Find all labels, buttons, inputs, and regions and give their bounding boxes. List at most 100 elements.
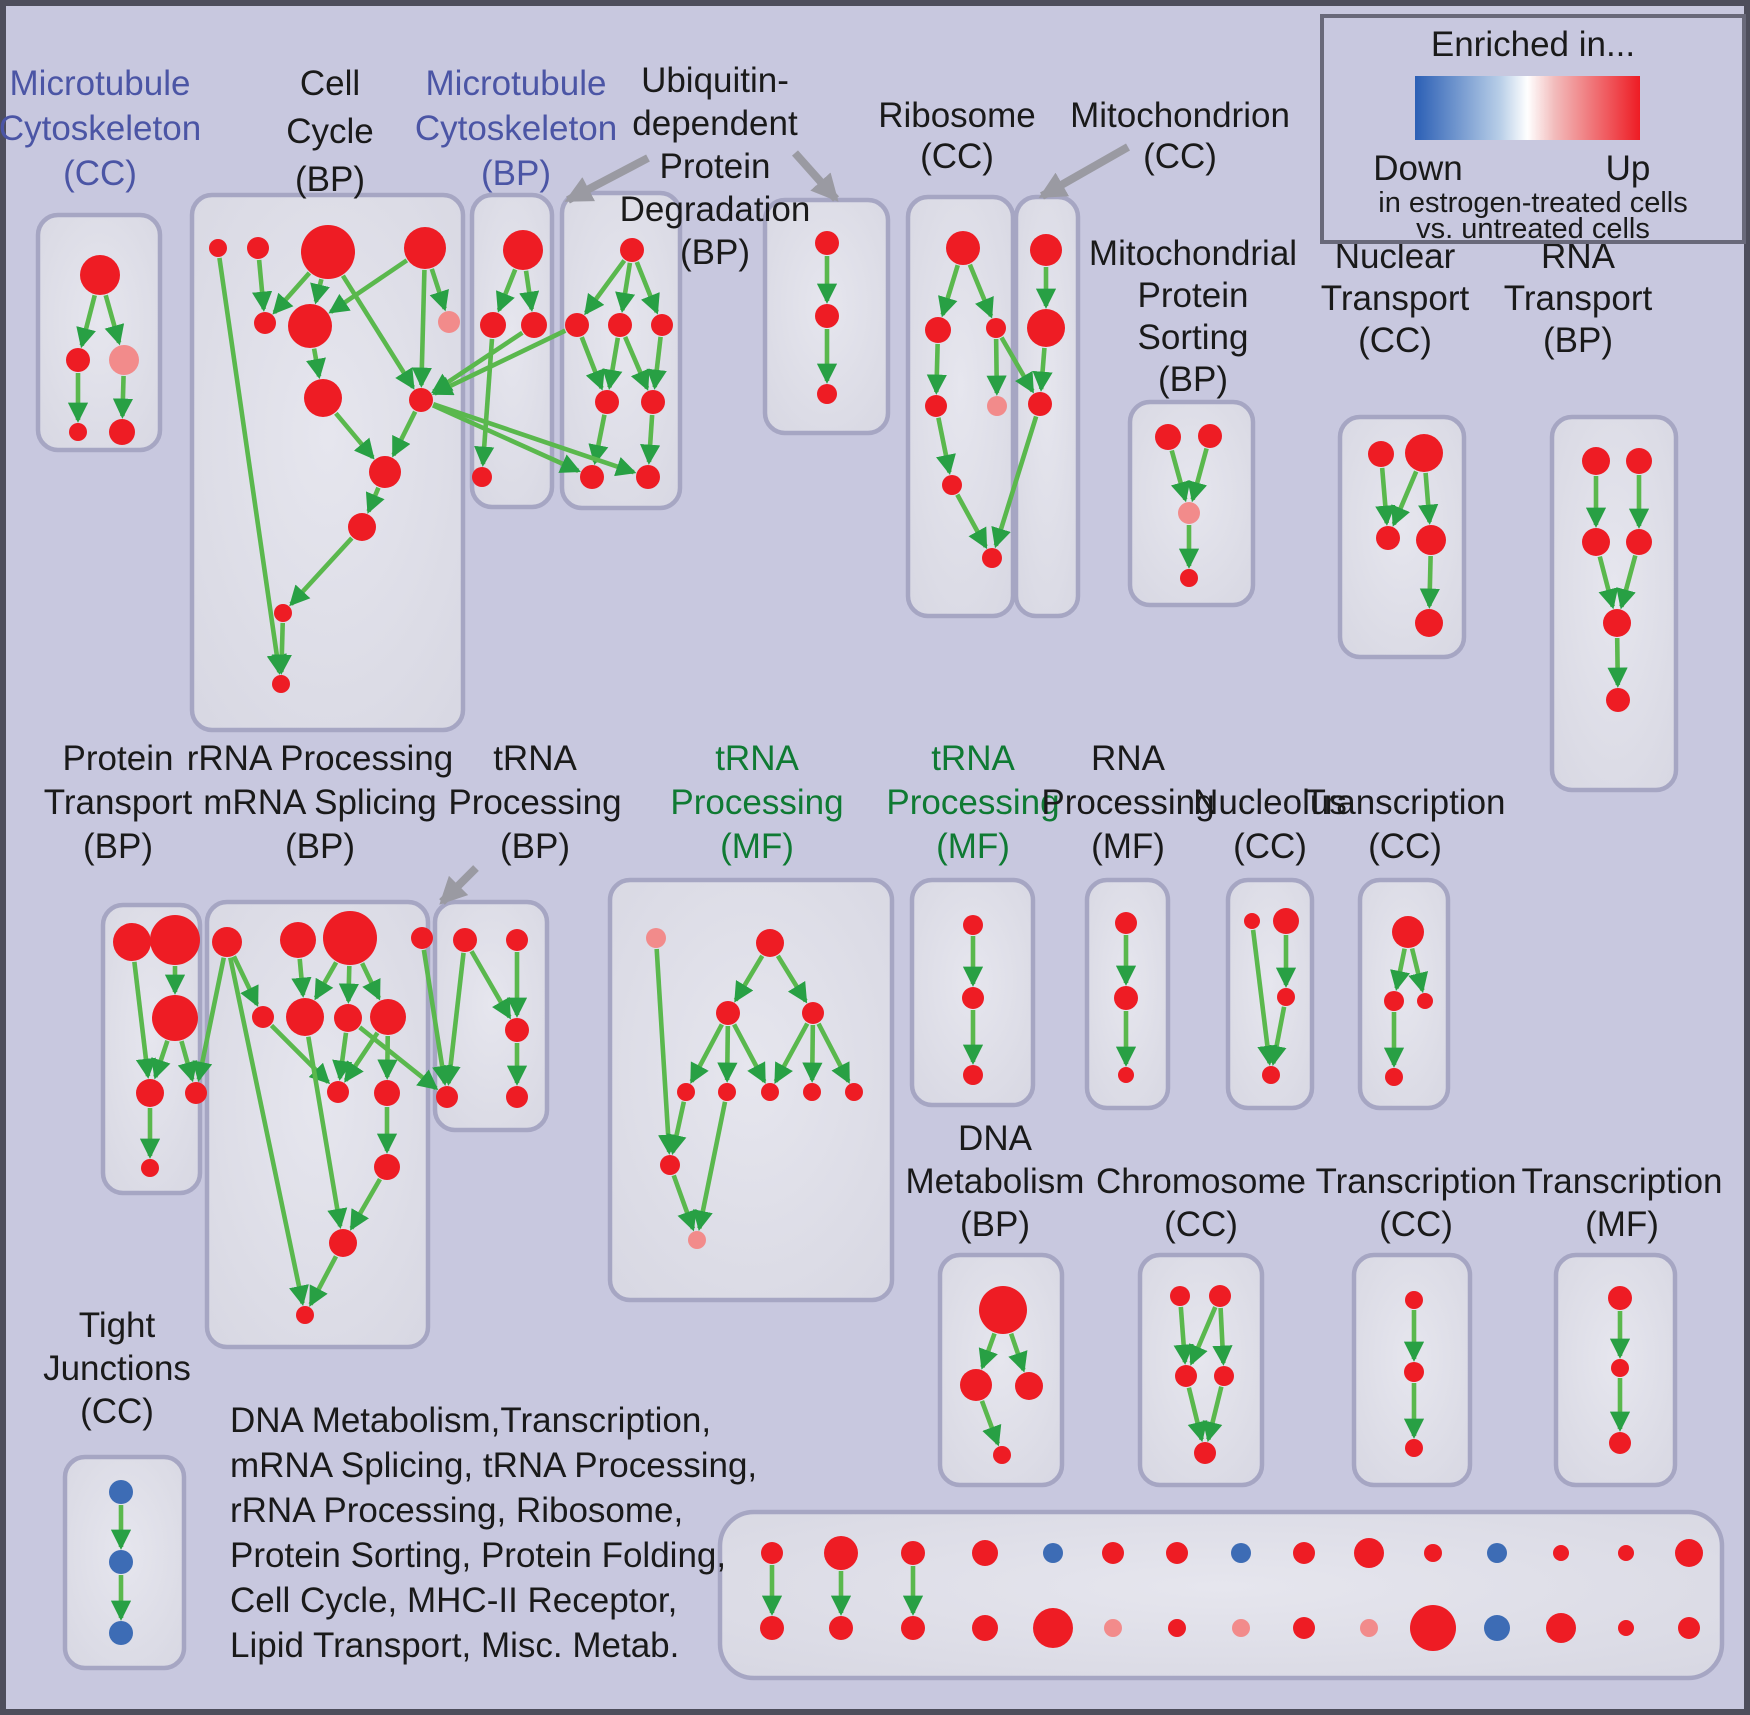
rrna-mrna-processing-node — [252, 1006, 274, 1028]
transcription-cc-bottom-label: (CC) — [1379, 1205, 1453, 1244]
microtubule-cytoskeleton-bp-node — [503, 230, 543, 270]
label-pointer-arrow — [792, 150, 839, 202]
nucleolus-cc-box — [1225, 877, 1315, 1111]
tight-junctions-cc-label: Junctions — [43, 1349, 191, 1388]
cell-cycle-node — [247, 237, 269, 259]
rrna-mrna-processing-node — [286, 998, 324, 1036]
trna-processing-mf-large-node — [660, 1155, 680, 1175]
ubiquitin-degradation-a-edge — [640, 414, 661, 465]
misc-node-bottom — [1168, 1619, 1186, 1637]
rrna-mrna-processing-node — [334, 1004, 362, 1032]
nucleolus-cc-node — [1244, 913, 1260, 929]
microtubule-cytoskeleton-bp-label: Cytoskeleton — [415, 109, 617, 148]
ribosome-cc-node — [925, 317, 951, 343]
microtubule-cytoskeleton-cc-node — [109, 419, 135, 445]
ribosome-cc-label: Ribosome — [878, 96, 1036, 135]
misc-node-top — [1424, 1544, 1442, 1562]
cross-edge — [991, 415, 1039, 549]
chromosome-cc-edge — [1212, 1307, 1233, 1366]
transcription-cc-bottom-node — [1404, 1362, 1424, 1382]
protein-transport-edge — [177, 1040, 198, 1083]
label-pointer-arrow — [564, 154, 650, 204]
rrna-mrna-processing-edge — [338, 965, 359, 1004]
ubiquitin-degradation-a-edge — [615, 262, 636, 313]
microtubule-cytoskeleton-cc-node — [69, 423, 87, 441]
cell-cycle-node — [272, 675, 290, 693]
rrna-mrna-processing-label: (BP) — [285, 827, 355, 866]
rrna-mrna-processing-edge — [360, 962, 381, 1001]
trna-processing-mf-small-node — [962, 987, 984, 1009]
microtubule-cytoskeleton-cc-label: Cytoskeleton — [0, 109, 201, 148]
rna-transport-node — [1582, 447, 1610, 475]
protein-transport-edge — [132, 961, 156, 1079]
mitochondrion-cc-edge — [1032, 347, 1053, 392]
cell-cycle-edge — [334, 411, 375, 460]
rna-transport-node — [1626, 448, 1652, 474]
protein-transport-node — [136, 1079, 164, 1107]
protein-transport-label: Protein — [63, 739, 174, 778]
mitochondrial-protein-sorting-label: Protein — [1138, 276, 1249, 315]
legend-title: Enriched in... — [1431, 25, 1635, 64]
mitochondrial-protein-sorting-node — [1155, 424, 1181, 450]
dna-metabolism-box — [937, 1252, 1065, 1488]
ribosome-cc-edge — [986, 338, 1007, 396]
rrna-mrna-processing-node — [370, 999, 406, 1035]
microtubule-cytoskeleton-bp-edge — [496, 268, 518, 313]
rrna-mrna-processing-node — [411, 927, 433, 949]
trna-processing-mf-large-node — [716, 1001, 740, 1025]
cell-cycle-edge — [391, 410, 418, 458]
ribosome-cc-edge — [938, 264, 960, 318]
trna-processing-mf-large-edge — [816, 1022, 851, 1084]
rna-processing-mf-node — [1114, 986, 1138, 1010]
trna-processing-mf-large-edge — [717, 1025, 738, 1083]
rna-transport-label: Transport — [1504, 279, 1653, 318]
ribosome-cc-node — [986, 318, 1006, 338]
misc-node-bottom — [1360, 1619, 1378, 1637]
misc-node-bottom — [901, 1616, 925, 1640]
mitochondrial-protein-sorting-label: (BP) — [1158, 360, 1228, 399]
cell-cycle-edge — [252, 259, 273, 312]
rna-transport-node — [1626, 529, 1652, 555]
trna-processing-bp-node — [436, 1086, 458, 1108]
microtubule-cytoskeleton-cc-label: (CC) — [63, 154, 137, 193]
ubiquitin-degradation-a-edge — [588, 414, 609, 466]
trna-processing-bp-label: (BP) — [500, 827, 570, 866]
ribosome-cc-node — [942, 475, 962, 495]
chromosome-cc-edge — [1188, 1306, 1218, 1366]
chromosome-cc-node — [1194, 1442, 1216, 1464]
mitochondrial-protein-sorting-node — [1198, 424, 1222, 448]
trna-processing-mf-large-node — [718, 1083, 736, 1101]
cell-cycle-edge — [306, 348, 326, 380]
trna-processing-mf-large-node — [803, 1083, 821, 1101]
protein-transport-edge — [151, 1040, 171, 1080]
trna-processing-bp-node — [505, 1018, 529, 1042]
microtubule-cytoskeleton-cc-edge — [112, 375, 134, 419]
rna-transport-edge — [1607, 637, 1628, 688]
cell-cycle-edge — [328, 258, 409, 314]
microtubule-cytoskeleton-cc-label: Microtubule — [10, 64, 191, 103]
rrna-mrna-processing-node — [327, 1081, 349, 1103]
rna-transport-label: (BP) — [1543, 321, 1613, 360]
mitochondrion-cc-node — [1030, 234, 1062, 266]
microtubule-cytoskeleton-cc-edge — [103, 294, 125, 346]
ribosome-cc-node — [946, 231, 980, 265]
ubiquitin-degradation-a-edge — [584, 259, 627, 316]
transcription-mf-node — [1608, 1286, 1632, 1310]
cell-cycle-label: (BP) — [295, 160, 365, 199]
cell-cycle-node — [369, 456, 401, 488]
trna-processing-mf-large-node — [688, 1231, 706, 1249]
rrna-mrna-processing-edge — [332, 1032, 353, 1081]
misc-node-top — [972, 1540, 998, 1566]
transcription-mf-node — [1611, 1359, 1629, 1377]
ubiquitin-degradation-b-node — [815, 304, 839, 328]
microtubule-cytoskeleton-bp-label: Microtubule — [426, 64, 607, 103]
ubiquitin-degradation-a-node — [636, 465, 660, 489]
dna-metabolism-label: (BP) — [960, 1205, 1030, 1244]
misc-node-bottom — [1678, 1617, 1700, 1639]
chromosome-cc-edge — [1202, 1386, 1224, 1443]
ubiquitin-degradation-a-node — [565, 313, 589, 337]
ubiquitin-degradation-label: (BP) — [680, 233, 750, 272]
nuclear-transport-node — [1416, 525, 1446, 555]
cell-cycle-edge — [271, 622, 292, 675]
